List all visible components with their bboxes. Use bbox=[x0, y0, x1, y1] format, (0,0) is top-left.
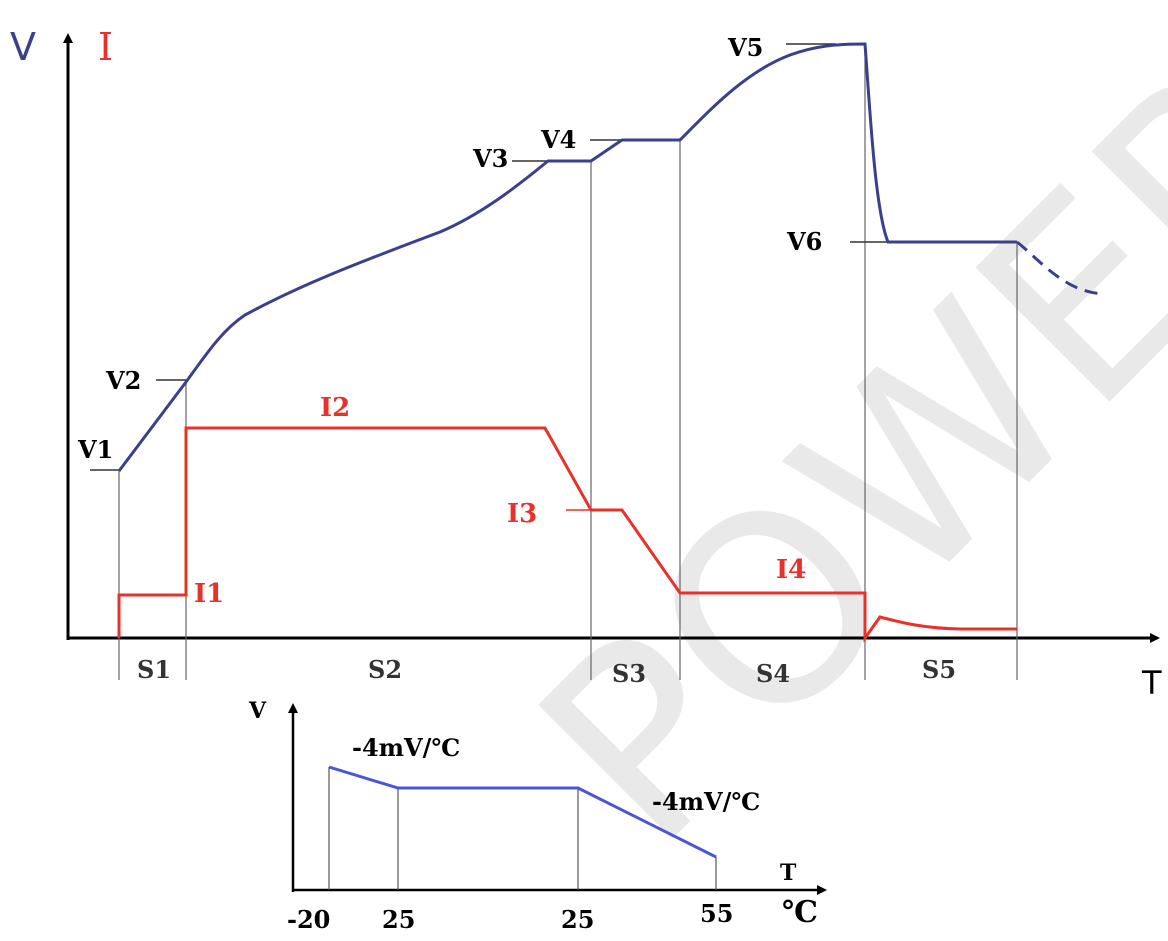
voltage-curve bbox=[117, 42, 1017, 472]
inset-slope-right: -4mV/℃ bbox=[652, 787, 760, 816]
v6-label: V6 bbox=[786, 227, 822, 256]
i1-label: I1 bbox=[194, 579, 224, 609]
inset-v-label: V bbox=[248, 698, 267, 724]
v5-label: V5 bbox=[727, 33, 763, 62]
inset-tick-3: 25 bbox=[561, 905, 594, 934]
inset-tick-2: 25 bbox=[382, 905, 415, 934]
temperature-inset: V T ℃ -4mV/℃ -4mV/℃ -20 25 25 55 bbox=[248, 698, 827, 934]
current-curve bbox=[117, 426, 1017, 643]
inset-compensation-line bbox=[328, 765, 717, 859]
i4-label: I4 bbox=[776, 555, 806, 585]
i2-label: I2 bbox=[320, 393, 350, 423]
inset-unit-label: ℃ bbox=[782, 895, 818, 930]
voltage-decay-dashed bbox=[1016, 240, 1106, 296]
v1-label: V1 bbox=[77, 435, 113, 464]
t-axis-label: T bbox=[1141, 664, 1162, 702]
stage-s1: S1 bbox=[137, 655, 171, 684]
v2-label: V2 bbox=[105, 366, 141, 395]
inset-tick-1: -20 bbox=[287, 905, 330, 934]
stage-s3: S3 bbox=[612, 659, 646, 688]
v4-label: V4 bbox=[540, 125, 576, 154]
stage-s2: S2 bbox=[368, 655, 402, 684]
inset-t-label: T bbox=[780, 860, 797, 886]
stage-s4: S4 bbox=[756, 659, 790, 688]
stage-s5: S5 bbox=[922, 655, 956, 684]
i3-label: I3 bbox=[507, 499, 537, 529]
inset-slope-left: -4mV/℃ bbox=[352, 733, 460, 762]
i-axis-label: I bbox=[98, 25, 113, 69]
watermark: POWER bbox=[484, 6, 1168, 901]
inset-tick-4: 55 bbox=[700, 899, 733, 928]
v-axis-label: V bbox=[10, 25, 36, 69]
v3-label: V3 bbox=[472, 144, 508, 173]
voltage-ticks bbox=[90, 43, 888, 471]
